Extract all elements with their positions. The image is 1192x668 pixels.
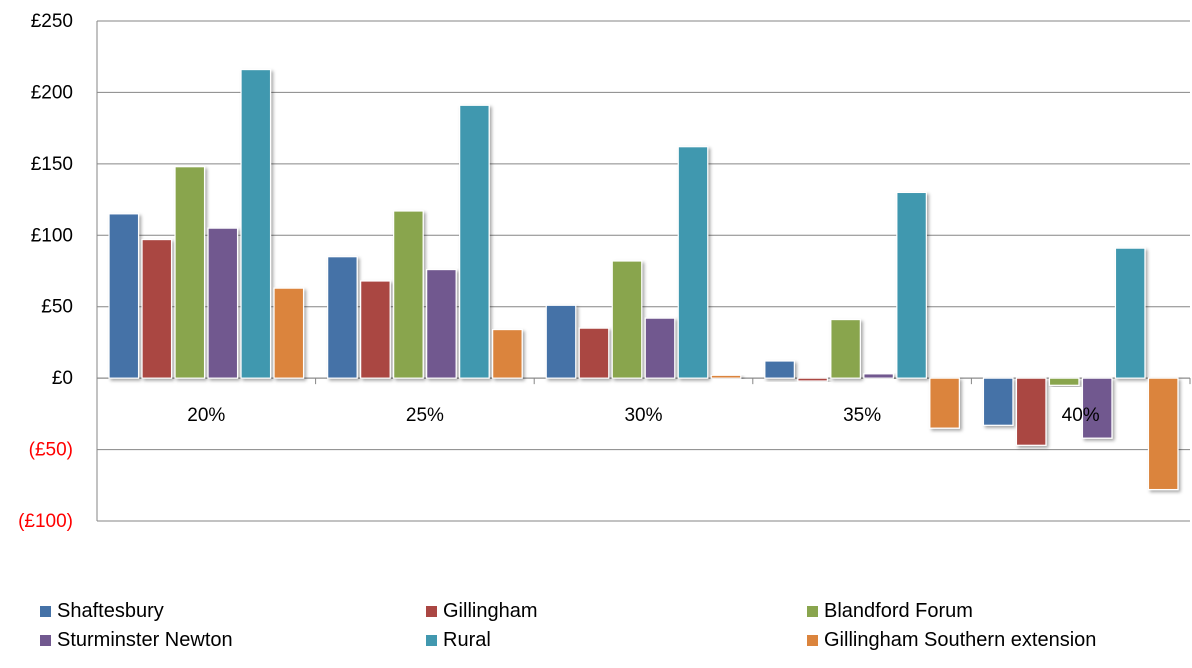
x-category-label: 30% xyxy=(624,405,662,426)
bar xyxy=(545,304,577,379)
bar xyxy=(929,377,960,429)
bar xyxy=(1147,377,1179,491)
bar xyxy=(830,318,861,379)
bar xyxy=(273,287,305,379)
bar xyxy=(360,280,391,379)
legend-swatch xyxy=(807,635,818,646)
bar xyxy=(644,317,676,379)
y-tick-label: (£100) xyxy=(18,511,73,532)
bar-chart: £250 £200 £150 £100 £50 £0 (£50) (£100) 20% 25% 30… xyxy=(18,11,1191,532)
legend-label: Gillingham xyxy=(443,600,538,622)
legend-swatch xyxy=(40,606,51,617)
legend-item: Gillingham Southern extension xyxy=(807,629,1096,652)
bar xyxy=(710,374,742,379)
x-category-label: 35% xyxy=(843,405,881,426)
legend-label: Rural xyxy=(443,629,491,651)
bar xyxy=(896,191,927,379)
bar xyxy=(1015,377,1047,446)
x-category-label: 20% xyxy=(187,405,225,426)
bar xyxy=(459,104,490,379)
bar xyxy=(982,377,1014,426)
legend-label: Gillingham Southern extension xyxy=(824,629,1097,651)
bar xyxy=(240,68,272,379)
bar xyxy=(492,328,523,379)
legend-item: Blandford Forum xyxy=(807,600,973,623)
legend-item: Sturminster Newton xyxy=(40,629,233,652)
y-tick-label: £0 xyxy=(52,368,73,389)
x-category-label: 40% xyxy=(1062,405,1100,426)
legend: Shaftesbury Gillingham Blandford Forum Stur… xyxy=(40,600,1190,666)
legend-item: Rural xyxy=(426,629,491,652)
y-tick-label: £100 xyxy=(31,225,73,246)
legend-label: Blandford Forum xyxy=(824,600,973,622)
legend-swatch xyxy=(807,606,818,617)
bar xyxy=(677,146,709,379)
bar xyxy=(611,260,643,379)
bar xyxy=(1048,377,1080,386)
bar xyxy=(108,213,140,379)
bar xyxy=(141,238,173,379)
bar xyxy=(797,377,828,382)
bar xyxy=(863,373,894,379)
legend-label: Sturminster Newton xyxy=(57,629,233,651)
bar xyxy=(1081,377,1113,439)
legend-swatch xyxy=(426,606,437,617)
y-tick-label: £50 xyxy=(41,297,73,318)
bar xyxy=(1114,247,1146,379)
y-tick-label: £250 xyxy=(31,11,73,32)
bar xyxy=(764,360,795,379)
bar xyxy=(393,210,424,379)
legend-label: Shaftesbury xyxy=(57,600,164,622)
bar xyxy=(207,227,239,379)
y-tick-label: £150 xyxy=(31,154,73,175)
bar xyxy=(578,327,610,379)
bars xyxy=(108,68,1179,491)
bar xyxy=(426,268,457,379)
bar xyxy=(174,166,206,379)
x-category-label: 25% xyxy=(406,405,444,426)
legend-item: Shaftesbury xyxy=(40,600,164,623)
legend-swatch xyxy=(40,635,51,646)
legend-item: Gillingham xyxy=(426,600,537,623)
bar xyxy=(327,256,358,379)
axis-labels: £250 £200 £150 £100 £50 £0 (£50) (£100) 20% 25% 30… xyxy=(18,11,1100,532)
legend-swatch xyxy=(426,635,437,646)
y-tick-label: £200 xyxy=(31,82,73,103)
y-tick-label: (£50) xyxy=(29,440,73,461)
